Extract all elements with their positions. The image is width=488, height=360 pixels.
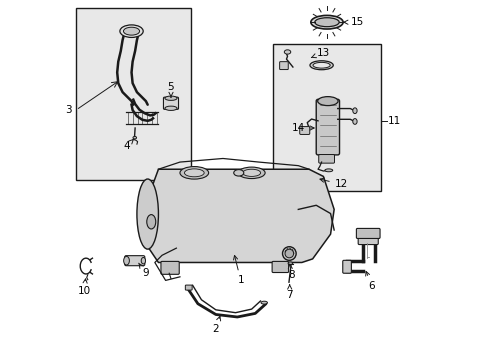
Ellipse shape xyxy=(184,169,203,177)
Ellipse shape xyxy=(141,257,145,264)
Ellipse shape xyxy=(317,96,337,105)
Ellipse shape xyxy=(261,301,267,304)
Ellipse shape xyxy=(242,169,260,176)
FancyBboxPatch shape xyxy=(357,235,378,244)
Ellipse shape xyxy=(137,179,158,249)
Ellipse shape xyxy=(238,167,264,179)
Ellipse shape xyxy=(284,50,290,54)
Text: 7: 7 xyxy=(286,285,292,301)
Polygon shape xyxy=(140,169,333,262)
Text: 10: 10 xyxy=(78,279,91,296)
Text: 4: 4 xyxy=(123,139,133,151)
Text: 5: 5 xyxy=(167,82,174,97)
FancyBboxPatch shape xyxy=(316,99,339,155)
Text: 9: 9 xyxy=(139,263,149,278)
Ellipse shape xyxy=(287,262,292,265)
Ellipse shape xyxy=(146,215,155,229)
FancyBboxPatch shape xyxy=(318,154,334,163)
Ellipse shape xyxy=(233,170,244,176)
Text: 2: 2 xyxy=(212,316,220,334)
Ellipse shape xyxy=(285,249,293,258)
FancyBboxPatch shape xyxy=(124,256,144,266)
Ellipse shape xyxy=(312,62,329,68)
Text: 15: 15 xyxy=(343,17,364,27)
Text: 8: 8 xyxy=(287,264,294,280)
Ellipse shape xyxy=(324,169,332,172)
Ellipse shape xyxy=(310,15,343,29)
Text: 11: 11 xyxy=(387,116,400,126)
FancyBboxPatch shape xyxy=(161,261,179,274)
Text: 6: 6 xyxy=(365,271,374,291)
Ellipse shape xyxy=(164,106,177,111)
Ellipse shape xyxy=(282,247,296,260)
Ellipse shape xyxy=(180,167,208,179)
Ellipse shape xyxy=(309,61,333,70)
Text: 14: 14 xyxy=(291,123,313,133)
FancyBboxPatch shape xyxy=(299,127,309,134)
FancyBboxPatch shape xyxy=(185,285,192,290)
Ellipse shape xyxy=(123,256,129,265)
Ellipse shape xyxy=(352,118,356,124)
FancyBboxPatch shape xyxy=(356,228,379,238)
Ellipse shape xyxy=(352,108,356,113)
Ellipse shape xyxy=(133,136,136,139)
Text: 3: 3 xyxy=(65,105,72,115)
FancyBboxPatch shape xyxy=(76,8,190,180)
Text: 12: 12 xyxy=(319,178,347,189)
FancyBboxPatch shape xyxy=(271,261,288,273)
Text: 13: 13 xyxy=(311,48,329,58)
Text: 1: 1 xyxy=(233,256,244,285)
Ellipse shape xyxy=(314,18,339,27)
FancyBboxPatch shape xyxy=(342,260,351,273)
FancyBboxPatch shape xyxy=(273,44,380,191)
Ellipse shape xyxy=(120,25,143,37)
Ellipse shape xyxy=(164,96,177,100)
FancyBboxPatch shape xyxy=(163,97,178,109)
FancyBboxPatch shape xyxy=(279,62,287,69)
Ellipse shape xyxy=(123,27,139,35)
